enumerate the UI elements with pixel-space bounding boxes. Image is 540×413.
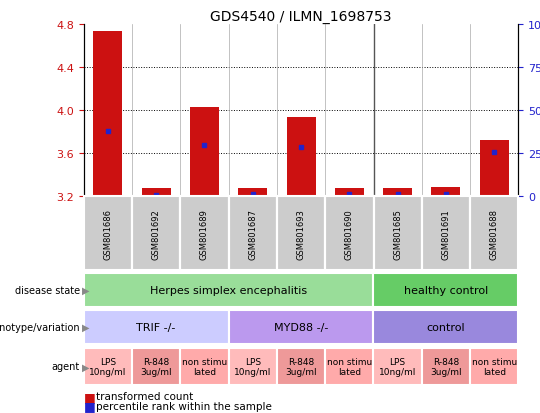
Bar	[422, 197, 470, 271]
Bar	[180, 197, 228, 271]
Bar	[374, 197, 422, 271]
Text: R-848
3ug/ml: R-848 3ug/ml	[430, 357, 462, 376]
Text: LPS
10ng/ml: LPS 10ng/ml	[379, 357, 416, 376]
Bar	[84, 197, 132, 271]
Bar	[277, 197, 325, 271]
Text: R-848
3ug/ml: R-848 3ug/ml	[140, 357, 172, 376]
Bar	[132, 197, 180, 271]
Bar	[228, 197, 277, 271]
Text: Herpes simplex encephalitis: Herpes simplex encephalitis	[150, 285, 307, 295]
Text: ■: ■	[84, 399, 96, 412]
Bar	[228, 348, 277, 385]
Text: genotype/variation: genotype/variation	[0, 322, 80, 332]
Text: non stimu
lated: non stimu lated	[471, 357, 517, 376]
Text: ▶: ▶	[82, 322, 90, 332]
Text: ▶: ▶	[82, 361, 90, 372]
Text: LPS
10ng/ml: LPS 10ng/ml	[89, 357, 126, 376]
Bar	[141, 189, 171, 196]
Bar	[470, 348, 518, 385]
Bar	[84, 311, 228, 344]
Text: non stimu
lated: non stimu lated	[182, 357, 227, 376]
Bar	[84, 348, 132, 385]
Text: LPS
10ng/ml: LPS 10ng/ml	[234, 357, 272, 376]
Bar	[238, 189, 267, 196]
Text: GSM801692: GSM801692	[152, 209, 161, 259]
Bar	[431, 188, 461, 196]
Bar	[84, 273, 374, 307]
Bar	[374, 273, 518, 307]
Text: percentile rank within the sample: percentile rank within the sample	[96, 401, 272, 411]
Bar	[132, 348, 180, 385]
Text: GSM801690: GSM801690	[345, 209, 354, 259]
Text: healthy control: healthy control	[404, 285, 488, 295]
Text: non stimu
lated: non stimu lated	[327, 357, 372, 376]
Text: GSM801688: GSM801688	[490, 208, 499, 259]
Text: R-848
3ug/ml: R-848 3ug/ml	[285, 357, 317, 376]
Text: MYD88 -/-: MYD88 -/-	[274, 322, 328, 332]
Text: agent: agent	[52, 361, 80, 372]
Bar	[325, 197, 374, 271]
Bar	[335, 189, 364, 196]
Bar	[470, 197, 518, 271]
Bar	[374, 311, 518, 344]
Bar	[277, 348, 325, 385]
Bar	[228, 311, 374, 344]
Bar	[190, 107, 219, 196]
Text: GSM801686: GSM801686	[103, 208, 112, 259]
Text: ▶: ▶	[82, 285, 90, 295]
Text: GSM801689: GSM801689	[200, 209, 209, 259]
Text: ■: ■	[84, 390, 96, 403]
Bar	[287, 118, 315, 196]
Text: disease state: disease state	[15, 285, 80, 295]
Text: control: control	[427, 322, 465, 332]
Bar	[383, 189, 412, 196]
Bar	[422, 348, 470, 385]
Text: TRIF -/-: TRIF -/-	[137, 322, 176, 332]
Text: GSM801691: GSM801691	[441, 209, 450, 259]
Bar	[325, 348, 374, 385]
Text: transformed count: transformed count	[96, 392, 193, 401]
Bar	[480, 140, 509, 196]
Bar	[93, 32, 123, 196]
Text: GSM801687: GSM801687	[248, 208, 257, 259]
Text: GSM801685: GSM801685	[393, 209, 402, 259]
Text: GSM801693: GSM801693	[296, 209, 306, 259]
Bar	[180, 348, 228, 385]
Title: GDS4540 / ILMN_1698753: GDS4540 / ILMN_1698753	[210, 10, 392, 24]
Bar	[374, 348, 422, 385]
